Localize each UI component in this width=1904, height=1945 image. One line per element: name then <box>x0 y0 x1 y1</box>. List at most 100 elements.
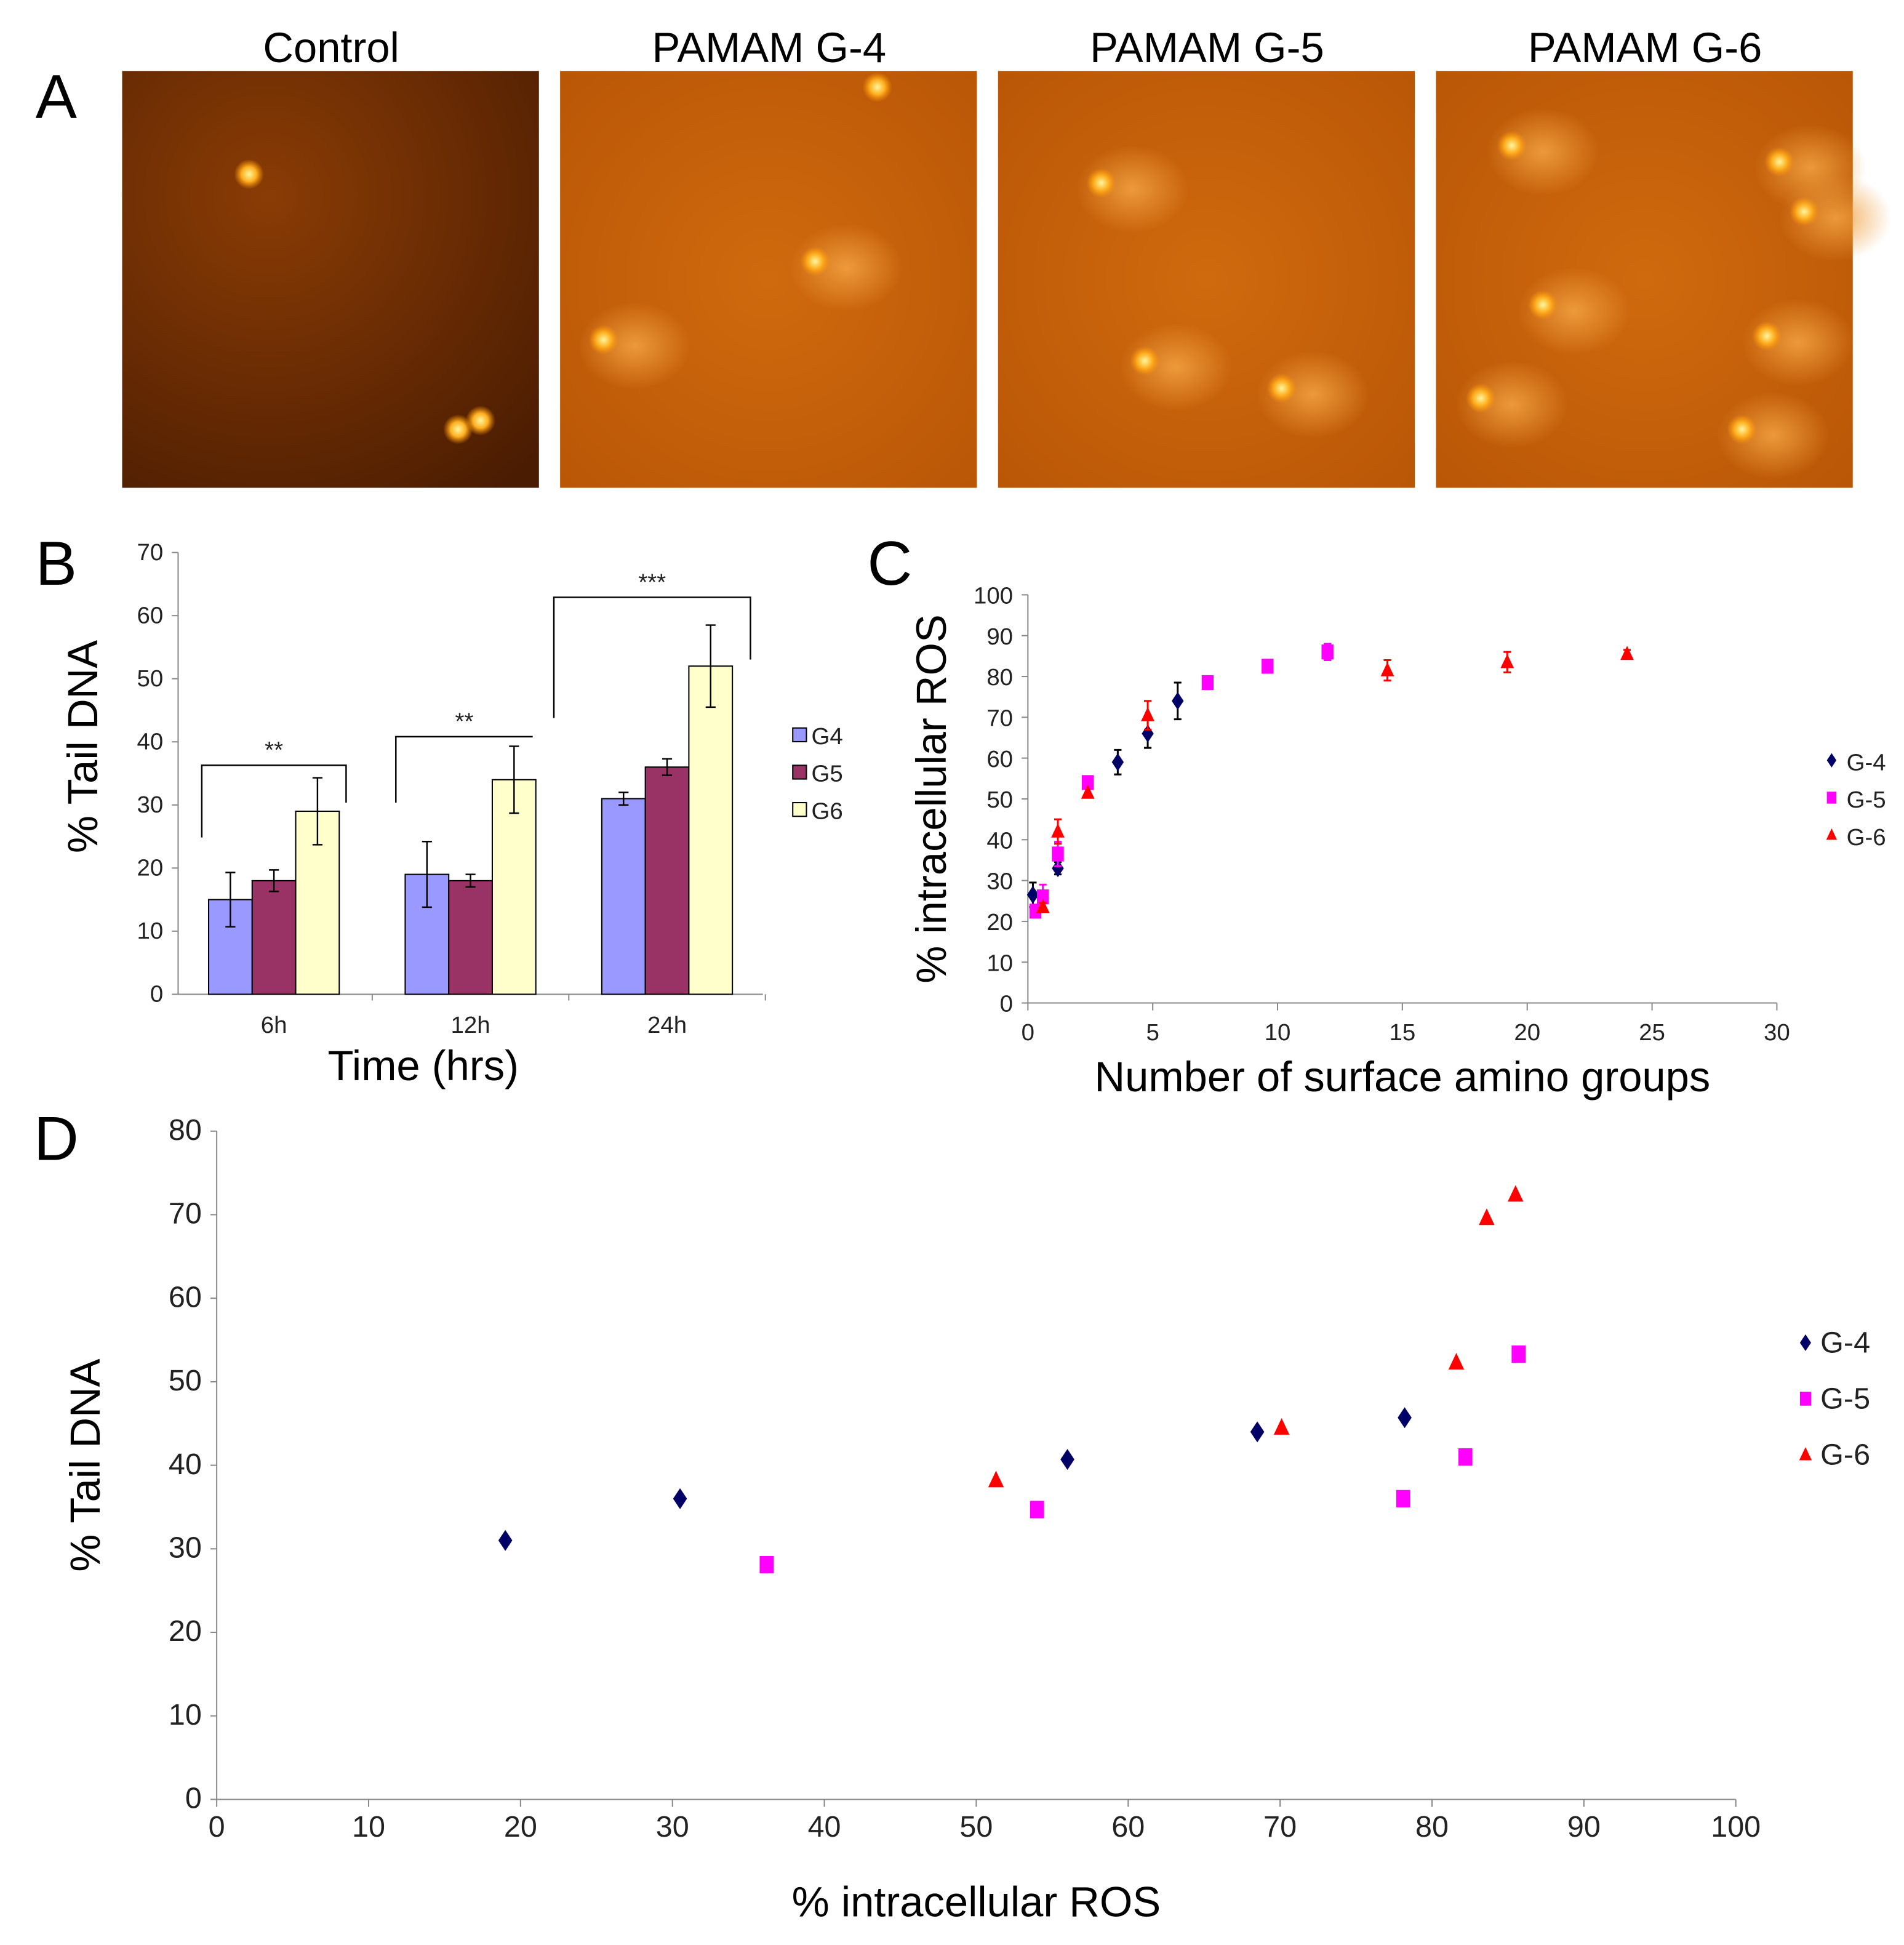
legend-swatch <box>792 727 807 742</box>
y-tick-label: 70 <box>137 539 163 566</box>
point-G-4 <box>1111 753 1124 771</box>
comet-head <box>1465 383 1496 414</box>
legend-label: G5 <box>812 761 843 787</box>
comet-tail <box>1076 145 1189 233</box>
y-tick-label: 20 <box>169 1614 202 1648</box>
y-tick-label: 100 <box>974 583 1013 609</box>
y-tick-label: 40 <box>986 827 1013 854</box>
comet-head <box>1266 373 1297 404</box>
comet-head <box>1086 167 1116 198</box>
comet-tail <box>1257 351 1369 438</box>
comet-head <box>1727 414 1758 444</box>
error-bar <box>662 758 673 776</box>
point-G-5 <box>1052 846 1064 862</box>
legend-marker <box>1826 828 1838 840</box>
comet-head <box>800 246 830 276</box>
point-G-6 <box>1081 784 1095 799</box>
comet-tail <box>1455 361 1568 448</box>
legend-label: G-5 <box>1820 1382 1870 1416</box>
error-bar <box>312 777 322 846</box>
comet-head <box>234 159 264 190</box>
legend-label: G-5 <box>1847 787 1886 813</box>
significance-bracket <box>201 764 347 838</box>
point-G-5 <box>1201 675 1214 691</box>
point-G-5 <box>1030 1501 1044 1518</box>
point-G-4 <box>1060 1449 1074 1470</box>
y-tick-label: 70 <box>986 705 1013 731</box>
x-tick-label: 60 <box>1111 1810 1145 1843</box>
comet-tail <box>790 223 903 311</box>
panel-label-c: C <box>867 529 912 598</box>
x-tick-label: 90 <box>1567 1810 1601 1843</box>
y-tick-label: 80 <box>986 664 1013 691</box>
bar-G6-12h <box>491 779 537 995</box>
x-tick-label: 30 <box>656 1810 689 1843</box>
y-tick-label: 60 <box>137 602 163 628</box>
comet-head <box>1528 290 1558 320</box>
x-axis-label: % intracellular ROS <box>792 1878 1161 1925</box>
x-tick-label: 50 <box>959 1810 993 1843</box>
x-tick-label: 20 <box>1514 1019 1540 1046</box>
x-tick-label: 100 <box>1711 1810 1761 1843</box>
point-G-6 <box>1141 707 1154 721</box>
y-tick-label: 0 <box>185 1782 202 1815</box>
micrograph-2 <box>998 71 1415 488</box>
bar-G5-12h <box>448 880 493 995</box>
error-bar <box>465 873 476 888</box>
x-axis-label: Time (hrs) <box>328 1042 519 1089</box>
error-bar <box>269 869 279 892</box>
y-tick-label: 30 <box>137 792 163 818</box>
legend-label: G-4 <box>1820 1326 1870 1360</box>
comet-tail <box>1518 267 1630 355</box>
legend-swatch <box>792 764 807 780</box>
legend-marker <box>1799 1334 1811 1352</box>
point-G-6 <box>1508 1185 1524 1202</box>
micrograph-1 <box>560 71 977 488</box>
y-tick-label: 50 <box>986 787 1013 813</box>
x-tick-label: 30 <box>1764 1019 1790 1046</box>
point-G-6 <box>1448 1353 1465 1370</box>
x-tick-label: 10 <box>352 1810 385 1843</box>
bar-G4-24h <box>601 798 646 995</box>
significance-label: ** <box>265 737 283 763</box>
point-G-6 <box>1500 654 1514 668</box>
point-G-5 <box>1029 904 1042 919</box>
comet-head <box>443 414 473 444</box>
panel-d: D 0 10 20 30 40 50 60 70 80 0 10 20 30 40 50 60 70 80 90 100… <box>34 1104 1870 1925</box>
y-tick-label: 80 <box>169 1113 202 1147</box>
point-G-5 <box>1262 659 1274 674</box>
x-tick-label: 80 <box>1415 1810 1449 1843</box>
legend-label: G-6 <box>1820 1438 1870 1472</box>
comet-head <box>1130 346 1160 376</box>
point-G-5 <box>1458 1448 1473 1466</box>
point-G-4 <box>1250 1421 1265 1443</box>
legend-label: G4 <box>812 723 843 750</box>
point-G-6 <box>1036 899 1050 913</box>
point-G-6 <box>988 1470 1004 1488</box>
significance-bracket <box>395 736 533 803</box>
comet-tail <box>1119 323 1232 411</box>
error-bar <box>509 745 519 814</box>
x-tick-label: 6h <box>261 1012 287 1038</box>
panel-label-b: B <box>36 529 77 598</box>
legend-label: G-6 <box>1847 824 1886 851</box>
significance-label: *** <box>638 569 666 595</box>
y-tick-label: 0 <box>1000 991 1013 1017</box>
x-tick-label: 0 <box>1022 1019 1034 1046</box>
legend-marker <box>1826 753 1837 768</box>
y-tick-label: 30 <box>986 868 1013 895</box>
y-axis-label: % intracellular ROS <box>908 614 955 984</box>
y-axis-label: % Tail DNA <box>59 640 106 853</box>
point-G-4 <box>1142 724 1154 743</box>
micrograph-0 <box>122 71 539 488</box>
x-axis-label: Number of surface amino groups <box>1095 1053 1711 1101</box>
micrograph-title: PAMAM G-4 <box>652 24 887 71</box>
point-G-4 <box>498 1530 513 1551</box>
error-bar <box>618 792 629 806</box>
legend-label: G-4 <box>1847 749 1886 776</box>
y-tick-label: 10 <box>986 950 1013 976</box>
comet-head <box>862 72 892 102</box>
x-tick-label: 25 <box>1639 1019 1665 1046</box>
y-tick-label: 60 <box>169 1280 202 1313</box>
